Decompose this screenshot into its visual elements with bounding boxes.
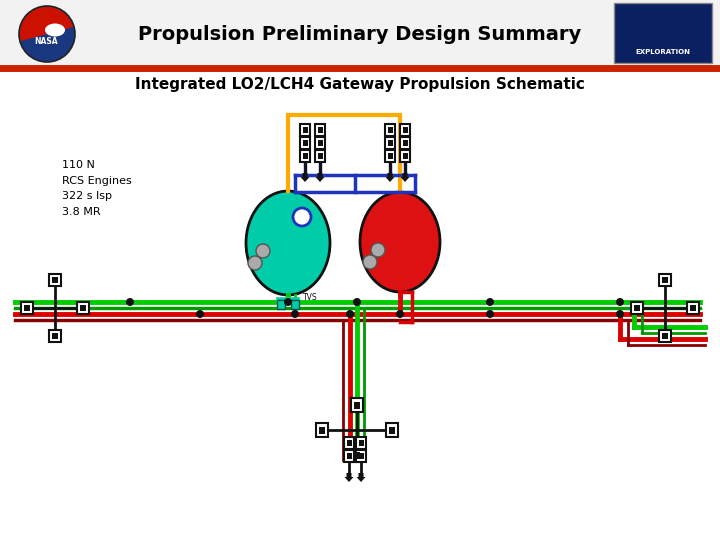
- Bar: [385, 124, 395, 136]
- Bar: [315, 150, 325, 162]
- Bar: [402, 153, 408, 159]
- Text: Propulsion Preliminary Design Summary: Propulsion Preliminary Design Summary: [138, 24, 582, 44]
- Bar: [21, 302, 33, 314]
- Bar: [385, 137, 395, 149]
- Bar: [359, 440, 364, 446]
- Circle shape: [346, 310, 354, 318]
- Bar: [662, 333, 668, 339]
- Bar: [315, 137, 325, 149]
- Text: 110 N
RCS Engines
322 s Isp
3.8 MR: 110 N RCS Engines 322 s Isp 3.8 MR: [62, 160, 132, 217]
- Bar: [400, 137, 410, 149]
- Bar: [80, 305, 86, 311]
- Bar: [387, 127, 392, 133]
- Ellipse shape: [45, 24, 65, 37]
- Circle shape: [363, 255, 377, 269]
- Bar: [315, 124, 325, 136]
- Bar: [402, 140, 408, 146]
- Bar: [318, 153, 323, 159]
- Bar: [24, 305, 30, 311]
- Text: NASA: NASA: [34, 37, 58, 46]
- Ellipse shape: [246, 191, 330, 295]
- Bar: [354, 402, 360, 408]
- FancyArrow shape: [385, 173, 395, 182]
- Circle shape: [248, 256, 262, 270]
- Bar: [319, 427, 325, 434]
- Text: Integrated LO2/LCH4 Gateway Propulsion Schematic: Integrated LO2/LCH4 Gateway Propulsion S…: [135, 77, 585, 91]
- Bar: [687, 302, 699, 314]
- Text: TVS: TVS: [303, 293, 318, 302]
- Bar: [351, 398, 363, 412]
- Bar: [387, 140, 392, 146]
- Bar: [77, 302, 89, 314]
- Bar: [318, 140, 323, 146]
- Circle shape: [196, 310, 204, 318]
- Wedge shape: [20, 7, 73, 41]
- Bar: [302, 127, 307, 133]
- Circle shape: [126, 298, 134, 306]
- Text: EXPLORATION: EXPLORATION: [636, 49, 690, 55]
- Bar: [659, 330, 671, 342]
- Circle shape: [486, 310, 494, 318]
- Bar: [659, 274, 671, 286]
- Circle shape: [291, 310, 299, 318]
- Bar: [318, 127, 323, 133]
- Circle shape: [293, 208, 311, 226]
- FancyArrow shape: [300, 173, 310, 182]
- Bar: [359, 453, 364, 459]
- Bar: [356, 437, 366, 449]
- Bar: [385, 150, 395, 162]
- Bar: [356, 450, 366, 462]
- Circle shape: [616, 298, 624, 306]
- Bar: [351, 448, 363, 462]
- FancyArrow shape: [356, 473, 366, 482]
- Bar: [49, 274, 61, 286]
- Bar: [631, 302, 643, 314]
- Bar: [354, 451, 360, 458]
- Bar: [300, 124, 310, 136]
- Circle shape: [256, 244, 270, 258]
- Bar: [52, 333, 58, 339]
- Circle shape: [19, 6, 75, 62]
- Circle shape: [371, 243, 385, 257]
- Bar: [344, 437, 354, 449]
- Bar: [389, 427, 395, 434]
- Bar: [277, 300, 285, 309]
- Bar: [400, 150, 410, 162]
- Bar: [52, 277, 58, 283]
- FancyArrow shape: [315, 173, 325, 182]
- Circle shape: [353, 298, 361, 306]
- Bar: [346, 453, 351, 459]
- Bar: [344, 450, 354, 462]
- Bar: [49, 330, 61, 342]
- Bar: [400, 124, 410, 136]
- Bar: [300, 137, 310, 149]
- Bar: [346, 440, 351, 446]
- Bar: [386, 423, 398, 437]
- Bar: [291, 300, 299, 309]
- Bar: [662, 277, 668, 283]
- Circle shape: [616, 310, 624, 318]
- Ellipse shape: [360, 192, 440, 292]
- Bar: [614, 3, 712, 63]
- Circle shape: [486, 298, 494, 306]
- Bar: [634, 305, 640, 311]
- Bar: [300, 150, 310, 162]
- Bar: [690, 305, 696, 311]
- Bar: [0, 0, 720, 68]
- Bar: [402, 127, 408, 133]
- Bar: [387, 153, 392, 159]
- Bar: [316, 423, 328, 437]
- Circle shape: [284, 298, 292, 306]
- FancyArrow shape: [344, 473, 354, 482]
- FancyArrow shape: [400, 173, 410, 182]
- Bar: [302, 140, 307, 146]
- Bar: [302, 153, 307, 159]
- Circle shape: [396, 310, 404, 318]
